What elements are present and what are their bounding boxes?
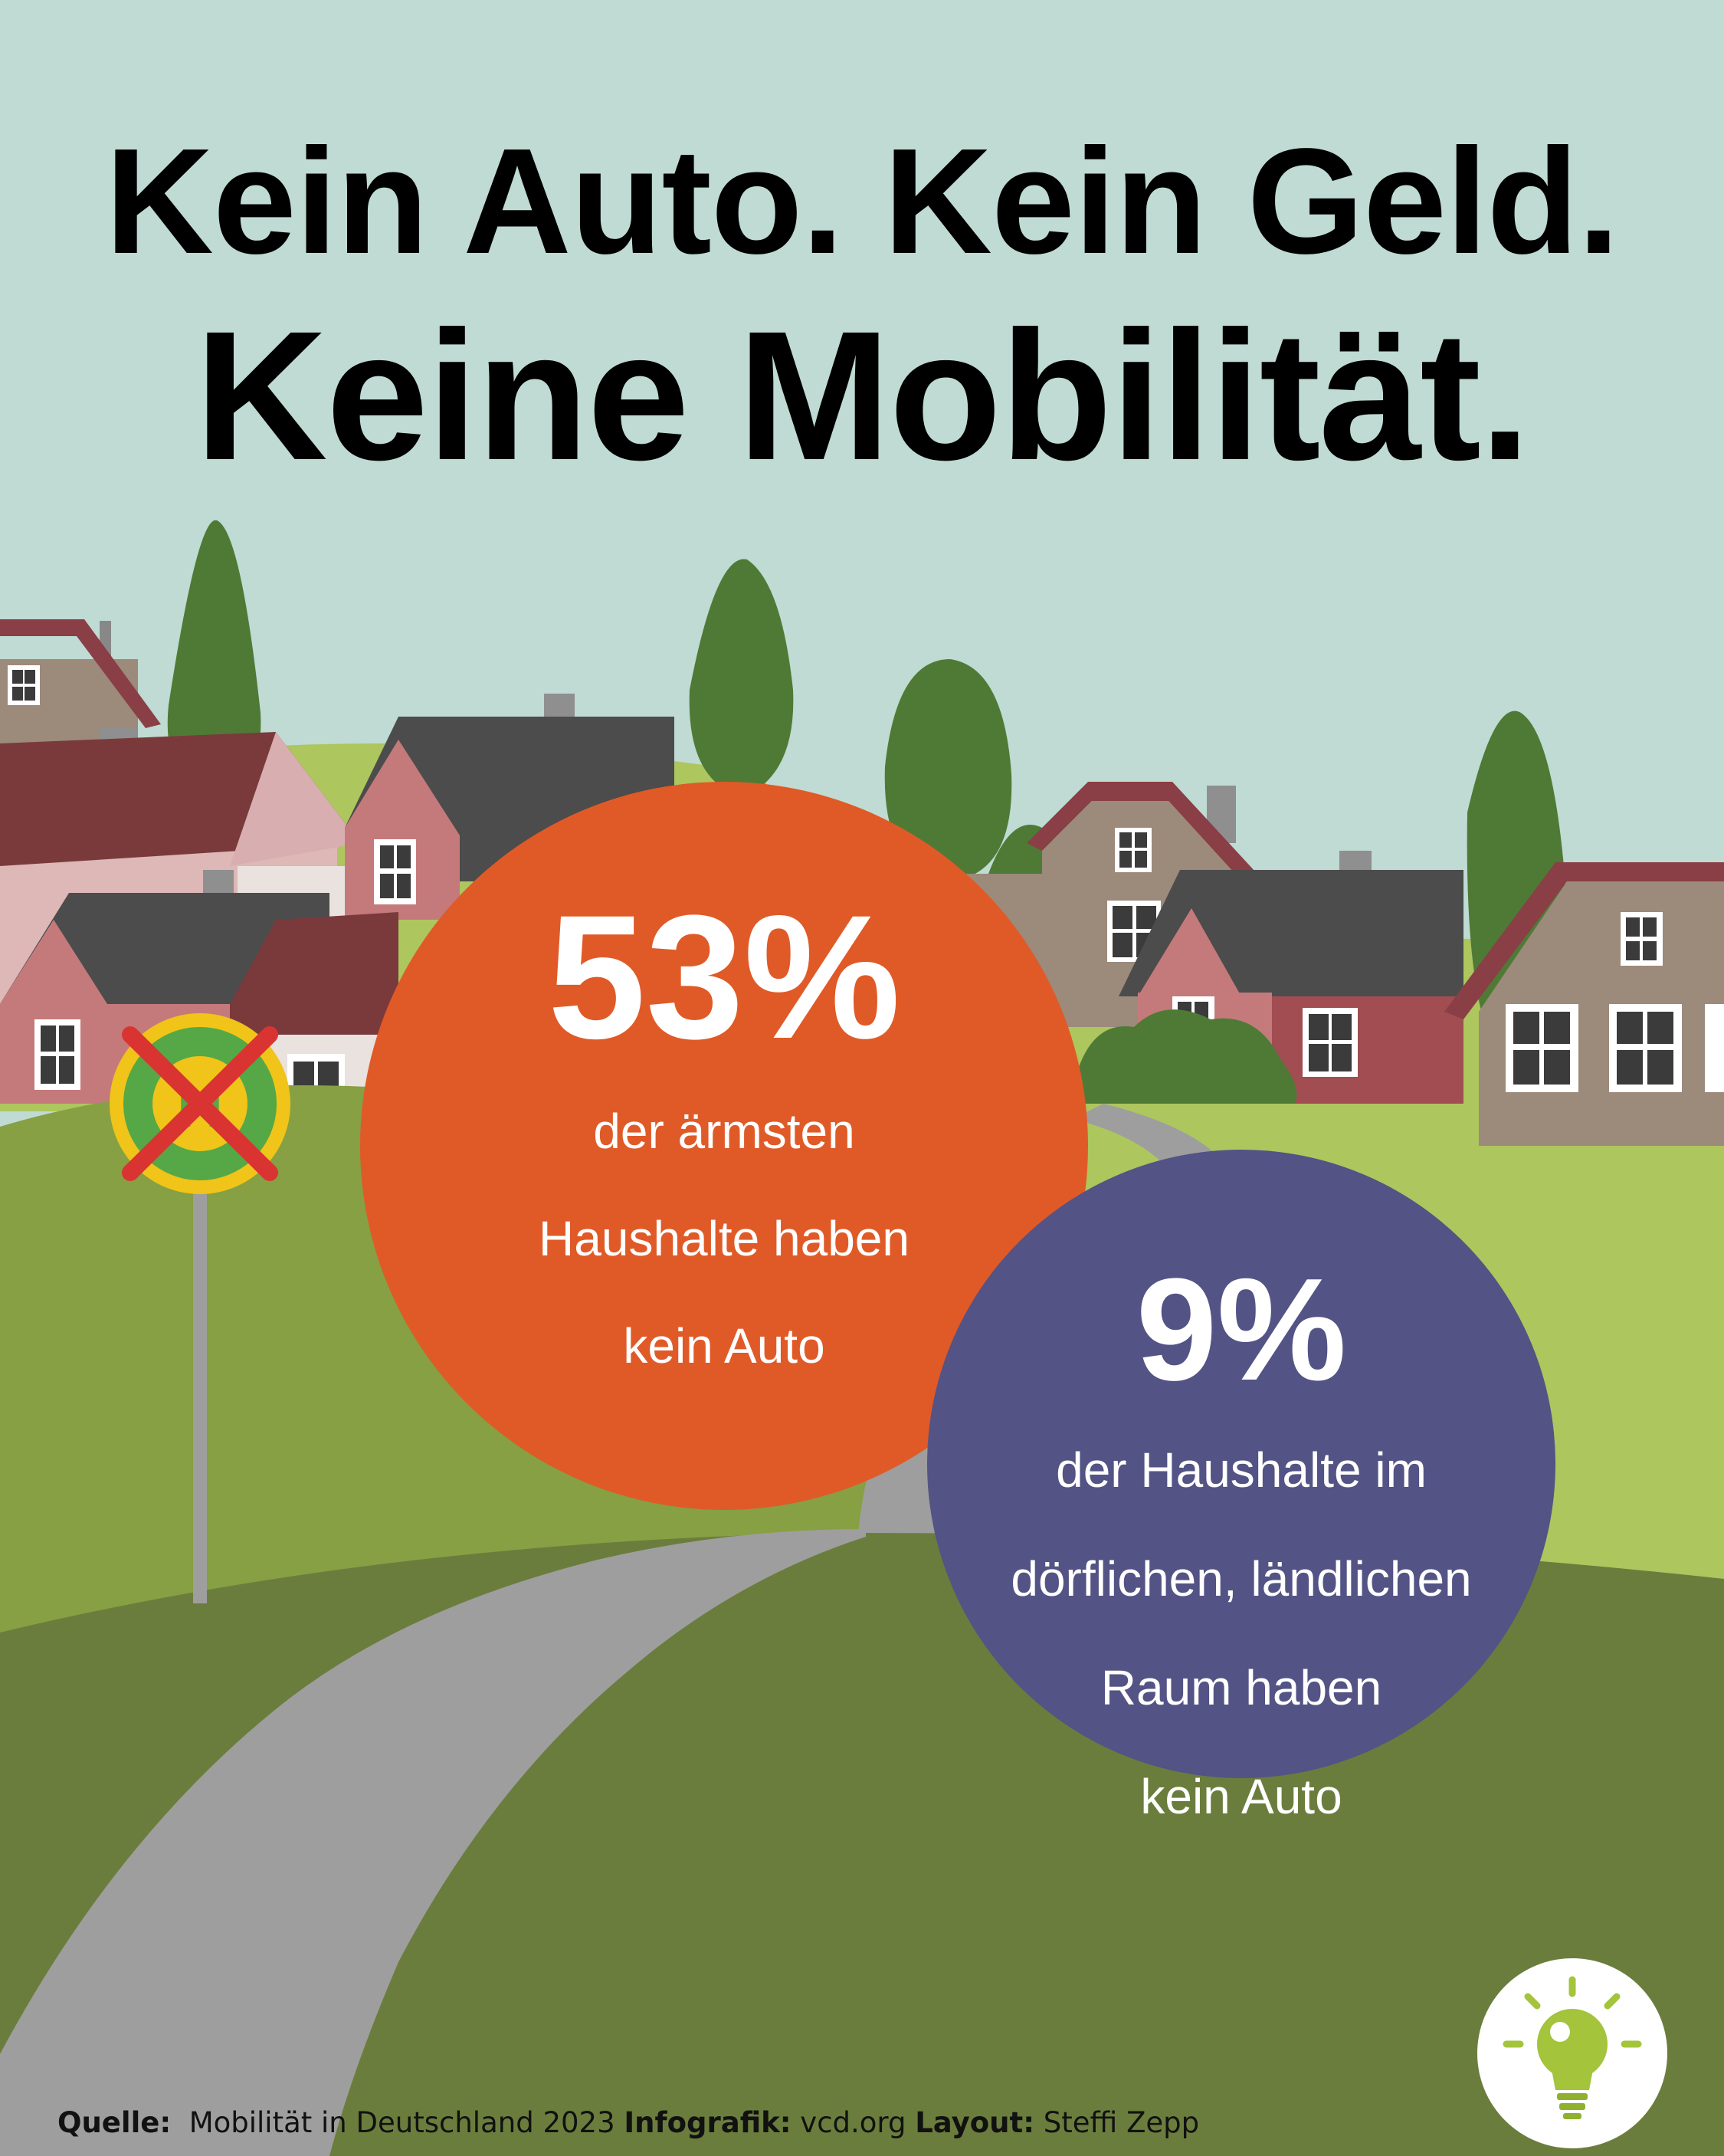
- tree: [884, 659, 1012, 881]
- source-label: Quelle:: [57, 2106, 172, 2139]
- infographic-value: vcd.org: [800, 2106, 906, 2139]
- tree: [167, 520, 261, 797]
- stat-value: 53%: [547, 878, 901, 1075]
- tree: [689, 559, 794, 797]
- source-value: Mobilität in Deutschland 2023: [188, 2106, 615, 2139]
- infographic-label: Infografik:: [624, 2106, 792, 2139]
- road: [0, 1529, 866, 2156]
- lightbulb-icon: [1477, 1958, 1667, 2148]
- layout-value: Steffi Zepp: [1043, 2106, 1200, 2139]
- stat-description-line: dörflichen, ländlichen: [1011, 1551, 1472, 1606]
- layout-label: Layout:: [915, 2106, 1035, 2139]
- stat-value: 9%: [1136, 1249, 1347, 1411]
- house: [0, 619, 161, 774]
- bush: [1073, 1009, 1297, 1104]
- stat-description-line: Raum haben: [1100, 1660, 1382, 1715]
- stat-description-line: der ärmsten: [593, 1104, 855, 1159]
- stat-circle-rural-households: 9% der Haushalte im dörflichen, ländlich…: [927, 1150, 1555, 1824]
- stat-description-line: der Haushalte im: [1056, 1442, 1427, 1498]
- house: [1444, 862, 1724, 1146]
- stat-description-line: kein Auto: [1140, 1769, 1342, 1824]
- stat-description-line: Haushalte haben: [539, 1211, 910, 1266]
- crossed-out-bus-stop-sign-icon: H: [110, 1013, 290, 1603]
- footer-credits: Quelle: Mobilität in Deutschland 2023 In…: [57, 2106, 1199, 2139]
- stat-description-line: kein Auto: [623, 1318, 825, 1373]
- headline-line-1: Kein Auto. Kein Geld.: [105, 117, 1619, 285]
- headline-line-2: Keine Mobilität.: [195, 293, 1530, 498]
